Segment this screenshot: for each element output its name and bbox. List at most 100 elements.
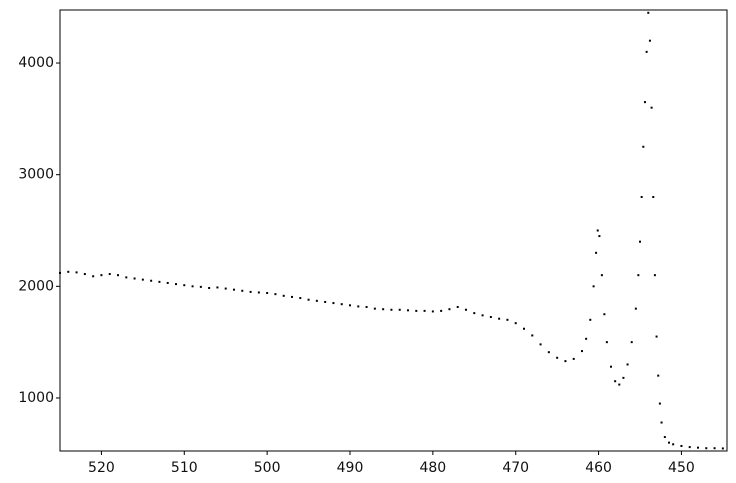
data-point [465, 308, 467, 311]
data-point [642, 145, 645, 148]
data-point [481, 314, 484, 317]
data-point [349, 304, 351, 307]
x-tick-label: 460 [585, 460, 612, 476]
data-point [652, 196, 655, 199]
data-point [373, 307, 376, 310]
data-point [657, 374, 660, 377]
data-point [183, 284, 186, 287]
data-point [592, 285, 595, 288]
data-point [423, 309, 426, 312]
data-point [585, 337, 588, 340]
data-point [581, 350, 583, 353]
data-point [208, 286, 211, 289]
data-point [626, 363, 629, 366]
data-point [365, 305, 368, 308]
data-point [75, 271, 78, 274]
data-point [650, 106, 653, 109]
data-point [564, 360, 567, 363]
data-point [680, 444, 683, 447]
data-point [598, 235, 601, 238]
data-point [655, 335, 658, 338]
data-point [407, 309, 409, 312]
data-point [539, 343, 542, 346]
data-point [390, 308, 393, 311]
data-point [133, 277, 136, 280]
data-point [595, 251, 598, 254]
x-tick-label: 480 [419, 460, 446, 476]
data-point [158, 280, 161, 283]
data-point [663, 436, 666, 439]
x-tick-label: 470 [502, 460, 529, 476]
data-point [672, 443, 675, 446]
data-point [634, 307, 637, 310]
data-point [697, 446, 699, 449]
data-point [648, 39, 651, 42]
data-point [630, 341, 633, 344]
data-point [489, 316, 492, 319]
data-point [67, 270, 70, 273]
data-point [531, 334, 534, 337]
data-point [382, 308, 385, 311]
data-point [600, 274, 603, 277]
x-tick-label: 450 [668, 460, 695, 476]
data-point [257, 291, 260, 294]
y-tick-label: 2000 [18, 278, 54, 294]
data-point [141, 278, 144, 281]
plot-frame [59, 9, 728, 452]
data-point [605, 341, 608, 344]
y-tick-label: 4000 [18, 55, 54, 71]
x-tick-label: 490 [337, 460, 364, 476]
data-point [166, 281, 169, 284]
data-point [357, 305, 360, 308]
x-tick-label: 510 [171, 460, 198, 476]
data-point [233, 288, 235, 291]
data-point [523, 327, 525, 330]
data-point [241, 289, 244, 292]
data-point [614, 380, 617, 383]
data-point [125, 276, 128, 279]
x-tick-label: 520 [88, 460, 115, 476]
x-tick-label: 500 [254, 460, 281, 476]
data-point [640, 196, 643, 199]
data-point [191, 285, 194, 288]
data-point [705, 447, 708, 450]
data-point [92, 275, 95, 278]
data-point [83, 273, 86, 276]
data-point [332, 302, 335, 305]
data-point [645, 50, 648, 53]
data-point [224, 287, 227, 290]
data-point [643, 101, 646, 104]
data-point [572, 357, 575, 360]
data-point [660, 421, 663, 424]
data-point [514, 322, 517, 325]
data-point [610, 365, 612, 368]
data-point [506, 318, 509, 321]
data-point [653, 274, 656, 277]
data-point [274, 293, 277, 296]
data-point [315, 299, 318, 302]
data-point [249, 290, 252, 293]
data-point [596, 229, 599, 232]
data-point [603, 313, 606, 316]
data-point [59, 271, 61, 274]
data-point [622, 376, 625, 379]
data-point [556, 356, 559, 359]
data-point [340, 303, 343, 306]
data-point [307, 298, 310, 301]
data-point [440, 309, 443, 312]
data-point [398, 308, 401, 311]
data-point [658, 402, 661, 405]
data-point [175, 283, 177, 286]
data-point [324, 300, 327, 303]
data-point [117, 274, 119, 277]
y-tick-label: 1000 [18, 390, 54, 406]
data-point [150, 279, 153, 282]
data-point [431, 310, 434, 313]
data-point [216, 286, 219, 289]
data-point [473, 312, 476, 315]
data-point [456, 305, 459, 308]
data-point [547, 351, 550, 354]
data-point [108, 273, 111, 276]
data-point [721, 447, 724, 450]
